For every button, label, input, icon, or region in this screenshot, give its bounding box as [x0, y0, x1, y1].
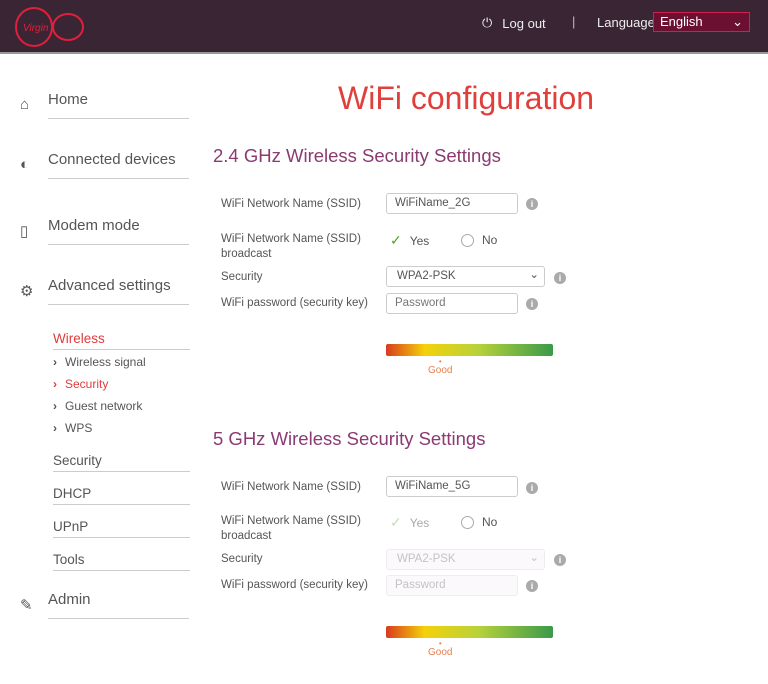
- language-select[interactable]: English ⌄: [653, 12, 750, 32]
- security-label: Security: [221, 553, 263, 565]
- security-select-5ghz[interactable]: WPA2-PSK: [386, 549, 545, 570]
- password-label: WiFi password (security key): [221, 297, 368, 309]
- sidebar-item-tools[interactable]: Tools: [53, 552, 190, 571]
- sidebar-item-wps[interactable]: WPS: [53, 421, 92, 435]
- ssid-label: WiFi Network Name (SSID): [221, 481, 361, 493]
- chevron-down-icon: ⌄: [732, 14, 743, 29]
- security-select-24ghz[interactable]: WPA2-PSK: [386, 266, 545, 287]
- sidebar-item-advanced-settings[interactable]: ⚙ Advanced settings: [20, 277, 190, 305]
- password-strength-bar: [386, 626, 553, 638]
- info-icon[interactable]: i: [526, 580, 538, 592]
- pencil-icon: ✎: [20, 597, 33, 614]
- modem-icon: ▯: [20, 223, 29, 240]
- logout-button[interactable]: ⏻ Log out: [482, 15, 546, 31]
- sidebar-item-dhcp[interactable]: DHCP: [53, 486, 190, 505]
- sidebar-item-home[interactable]: ⌂ Home: [20, 91, 190, 119]
- separator: |: [572, 14, 576, 29]
- language-label: Language: [597, 15, 655, 30]
- sidebar-item-admin[interactable]: ✎ Admin: [20, 591, 190, 619]
- info-icon[interactable]: i: [554, 272, 566, 284]
- sidebar-item-connected-devices[interactable]: ◐ Connected devices: [20, 151, 190, 179]
- top-bar: Virgin ⏻ Log out | Language English ⌄: [0, 0, 768, 54]
- password-strength-label: Good: [428, 359, 452, 376]
- broadcast-label: WiFi Network Name (SSID) broadcast: [221, 515, 361, 542]
- devices-icon: ◐: [20, 156, 30, 173]
- broadcast-yes-radio[interactable]: ✓ Yes: [390, 232, 430, 248]
- info-icon[interactable]: i: [554, 554, 566, 566]
- sidebar-item-upnp[interactable]: UPnP: [53, 519, 190, 538]
- broadcast-no-radio[interactable]: No: [461, 233, 497, 247]
- sidebar-item-modem-mode[interactable]: ▯ Modem mode: [20, 217, 190, 245]
- password-strength-bar: [386, 344, 553, 356]
- broadcast-label: WiFi Network Name (SSID) broadcast: [221, 233, 361, 260]
- section-title-5ghz: 5 GHz Wireless Security Settings: [213, 428, 486, 449]
- sidebar-item-guest-network[interactable]: Guest network: [53, 399, 142, 413]
- radio-circle: [461, 515, 474, 529]
- radio-circle: [461, 233, 474, 247]
- page-title: WiFi configuration: [338, 80, 595, 116]
- sidebar-item-wireless[interactable]: Wireless: [53, 331, 190, 350]
- password-label: WiFi password (security key): [221, 579, 368, 591]
- gear-icon: ⚙: [20, 283, 34, 300]
- home-icon: ⌂: [20, 96, 30, 113]
- sidebar-item-security-sub[interactable]: Security: [53, 377, 108, 391]
- section-title-24ghz: 2.4 GHz Wireless Security Settings: [213, 145, 501, 166]
- password-input-24ghz[interactable]: Password: [386, 293, 518, 314]
- info-icon[interactable]: i: [526, 298, 538, 310]
- check-icon: ✓: [390, 232, 402, 248]
- sidebar-item-wireless-signal[interactable]: Wireless signal: [53, 355, 146, 369]
- broadcast-no-radio[interactable]: No: [461, 515, 497, 529]
- info-icon[interactable]: i: [526, 482, 538, 494]
- ssid-input-5ghz[interactable]: WiFiName_5G: [386, 476, 518, 497]
- info-icon[interactable]: i: [526, 198, 538, 210]
- sidebar-item-security[interactable]: Security: [53, 453, 190, 472]
- ssid-input-24ghz[interactable]: WiFiName_2G: [386, 193, 518, 214]
- ssid-label: WiFi Network Name (SSID): [221, 198, 361, 210]
- broadcast-yes-radio[interactable]: ✓ Yes: [390, 514, 430, 530]
- password-input-5ghz[interactable]: Password: [386, 575, 518, 596]
- check-icon: ✓: [390, 514, 402, 530]
- password-strength-label: Good: [428, 641, 452, 658]
- virgin-media-logo[interactable]: Virgin: [14, 4, 86, 50]
- power-icon: ⏻: [482, 15, 493, 30]
- svg-text:Virgin: Virgin: [23, 23, 49, 34]
- security-label: Security: [221, 271, 263, 283]
